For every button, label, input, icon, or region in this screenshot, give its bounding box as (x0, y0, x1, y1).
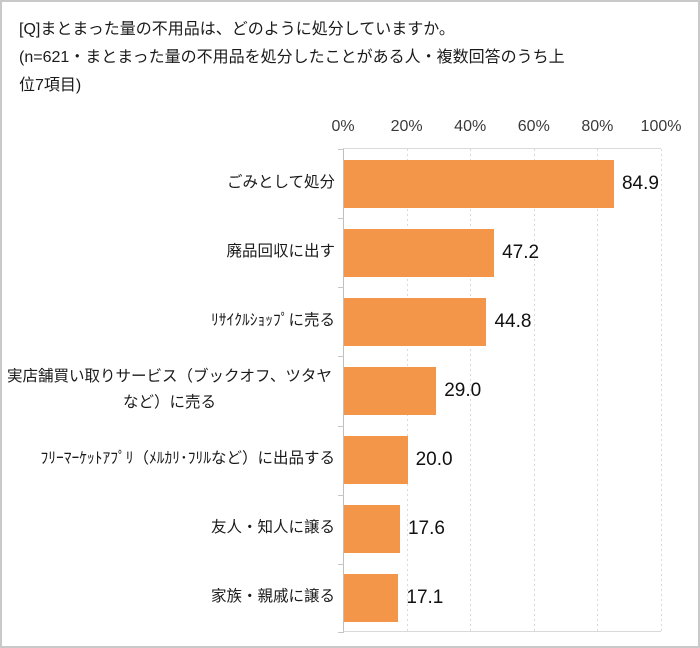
category-label: ごみとして処分 (4, 148, 335, 217)
value-label: 84.9 (621, 172, 659, 194)
x-tick-label: 60% (517, 118, 550, 135)
category-label: 家族・親戚に譲る (4, 563, 335, 632)
value-label: 17.6 (407, 518, 445, 540)
category-axis-tick (338, 287, 344, 289)
category-label: 廃品回収に出す (4, 217, 335, 286)
bar (344, 574, 399, 623)
category-label-text: 家族・親戚に譲る (210, 588, 335, 606)
x-tick-label: 0% (331, 118, 355, 135)
category-label: 友人・知人に譲る (4, 494, 335, 563)
bar (344, 505, 400, 554)
category-label-text: ﾌﾘｰﾏｰｹｯﾄｱﾌﾟﾘ（ﾒﾙｶﾘ･ﾌﾘﾙなど）に出品する (40, 450, 335, 468)
category-axis-tick (338, 218, 344, 220)
gridline (533, 149, 535, 631)
value-label: 17.1 (406, 587, 444, 609)
chart-question-title: [Q]まとまった量の不用品は、どのように処分していますか。 (19, 21, 455, 38)
bar (344, 367, 437, 415)
x-tick-label: 80% (581, 118, 614, 135)
x-tick-label: 40% (454, 118, 487, 135)
category-axis-tick (338, 563, 344, 565)
value-label: 47.2 (502, 241, 540, 263)
bar (344, 436, 408, 485)
bar (344, 297, 487, 346)
category-axis-tick (338, 356, 344, 358)
x-axis: 0% 20% 40% 60% 80% 100% (331, 118, 681, 138)
bar (344, 228, 495, 277)
gridline (470, 149, 472, 631)
category-label-text: 友人・知人に譲る (210, 519, 335, 537)
category-label: ﾌﾘｰﾏｰｹｯﾄｱﾌﾟﾘ（ﾒﾙｶﾘ･ﾌﾘﾙなど）に出品する (4, 425, 335, 494)
category-label-text: ﾘｻｲｸﾙｼｮｯﾌﾟに売る (210, 311, 335, 329)
category-label-text: 実店舗買い取りサービス（ブックオフ、ツタヤなど）に売る (7, 367, 332, 411)
category-axis-tick (338, 149, 344, 150)
value-label: 20.0 (415, 449, 453, 471)
gridline (597, 149, 599, 631)
category-axis-tick (338, 425, 344, 427)
gridline (661, 149, 662, 631)
category-axis-tick (338, 632, 344, 633)
bar (344, 159, 614, 208)
category-label: 実店舗買い取りサービス（ブックオフ、ツタヤなど）に売る (4, 355, 335, 424)
chart-header: [Q]まとまった量の不用品は、どのように処分していますか。 (n=621・まとま… (19, 16, 575, 100)
category-label: ﾘｻｲｸﾙｼｮｯﾌﾟに売る (4, 286, 335, 355)
chart-sample-note: (n=621・まとまった量の不用品を処分したことがある人・複数回答のうち上位7項… (19, 49, 565, 94)
category-axis-tick (338, 494, 344, 496)
category-label-text: ごみとして処分 (226, 173, 335, 191)
value-label: 44.8 (494, 310, 532, 332)
x-tick-label: 100% (640, 118, 682, 135)
category-label-text: 廃品回収に出す (226, 242, 335, 260)
category-axis: ごみとして処分 廃品回収に出す ﾘｻｲｸﾙｼｮｯﾌﾟに売る実店舗買い取りサービス（ブ… (4, 148, 335, 632)
value-label: 29.0 (444, 380, 482, 401)
plot-area: 84.9 47.2 44.8 29.0 20.0 17.6 17.1 (338, 148, 662, 633)
x-tick-label: 20% (390, 118, 423, 135)
